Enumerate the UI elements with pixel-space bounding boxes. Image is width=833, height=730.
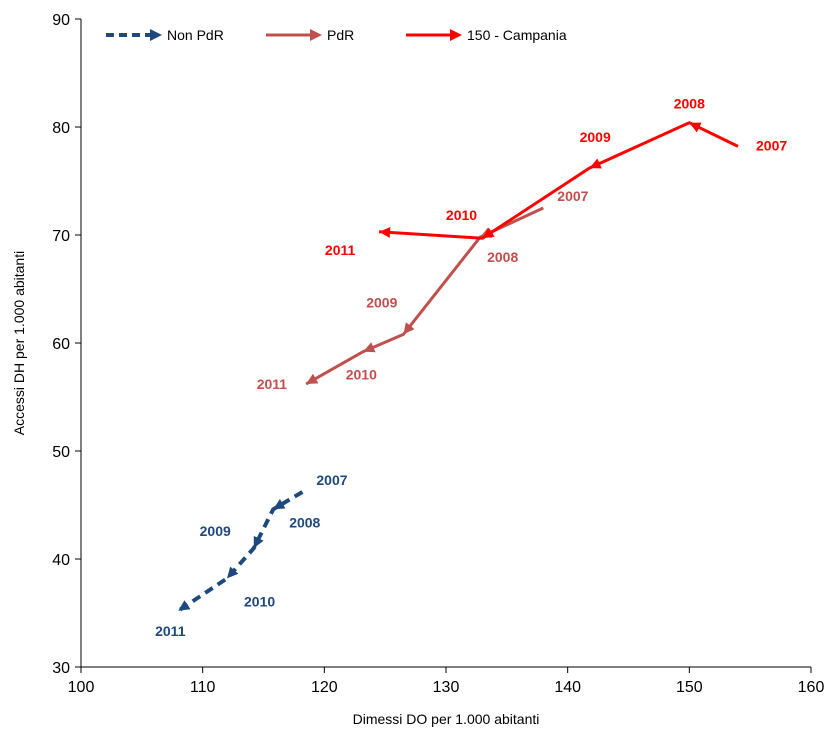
legend-item-2: 150 - Campania <box>406 27 567 43</box>
y-tick-label: 80 <box>52 120 70 137</box>
y-tick-label: 70 <box>52 228 70 245</box>
arrow-head <box>273 499 286 510</box>
legend-item-1: PdR <box>266 27 354 43</box>
legend-item-0: Non PdR <box>106 27 224 43</box>
arrow-head <box>482 227 495 239</box>
point-label: 2009 <box>200 523 231 539</box>
x-tick-label: 110 <box>190 679 216 696</box>
y-ticks: 30 40 50 60 70 80 90 <box>52 12 81 677</box>
point-label: 2007 <box>316 472 347 488</box>
point-label: 2007 <box>756 137 787 153</box>
legend-label: PdR <box>327 27 354 43</box>
legend-arrow <box>150 29 162 41</box>
x-tick-label: 160 <box>798 679 825 696</box>
point-label: 2008 <box>289 514 320 530</box>
x-tick-label: 120 <box>311 679 338 696</box>
legend-arrow <box>310 29 322 41</box>
point-label: 2011 <box>325 242 356 258</box>
series-0: 2007 2008 2009 2010 2011 <box>155 472 348 639</box>
y-tick-label: 60 <box>52 336 70 353</box>
arrow-head <box>306 373 319 384</box>
legend: Non PdR PdR 150 - Campania <box>106 27 567 43</box>
x-ticks: 100 110 120 130 140 150 160 <box>68 667 825 696</box>
arrow-head <box>379 227 391 238</box>
point-label: 2008 <box>487 249 518 265</box>
axes <box>80 19 811 668</box>
y-tick-label: 90 <box>52 12 70 29</box>
series-layer: 2007 2008 2009 2010 2011 2007 2008 2009 2010 2011… <box>155 96 787 639</box>
series-line <box>177 490 304 613</box>
arrow-head <box>363 342 376 353</box>
x-tick-label: 150 <box>676 679 703 696</box>
point-label: 2008 <box>674 96 705 112</box>
point-label: 2011 <box>257 376 288 392</box>
y-axis-title: Accessi DH per 1.000 abitanti <box>11 251 27 435</box>
legend-label: Non PdR <box>167 27 224 43</box>
point-label: 2007 <box>557 188 588 204</box>
point-label: 2010 <box>346 367 377 383</box>
legend-arrow <box>450 29 462 41</box>
arrow-head <box>253 535 264 549</box>
y-tick-label: 30 <box>52 660 70 677</box>
x-tick-label: 100 <box>68 679 95 696</box>
point-label: 2009 <box>366 294 397 310</box>
arrow-head <box>403 322 415 335</box>
legend-label: 150 - Campania <box>467 27 567 43</box>
point-label: 2011 <box>155 623 186 639</box>
x-axis-title: Dimessi DO per 1.000 abitanti <box>353 711 540 727</box>
arrow-head <box>227 566 239 579</box>
x-tick-label: 140 <box>554 679 581 696</box>
point-label: 2010 <box>446 207 477 223</box>
x-tick-label: 130 <box>433 679 460 696</box>
series-line <box>379 121 739 240</box>
arrow-head <box>178 600 191 611</box>
y-tick-label: 40 <box>52 552 70 569</box>
y-tick-label: 50 <box>52 444 70 461</box>
point-label: 2009 <box>580 129 611 145</box>
arrow-head <box>589 158 602 169</box>
arrow-head <box>689 122 702 133</box>
series-1: 2007 2008 2009 2010 2011 <box>257 188 589 392</box>
point-label: 2010 <box>244 593 275 609</box>
series-2: 2007 2008 2009 2010 2011 <box>325 96 787 258</box>
